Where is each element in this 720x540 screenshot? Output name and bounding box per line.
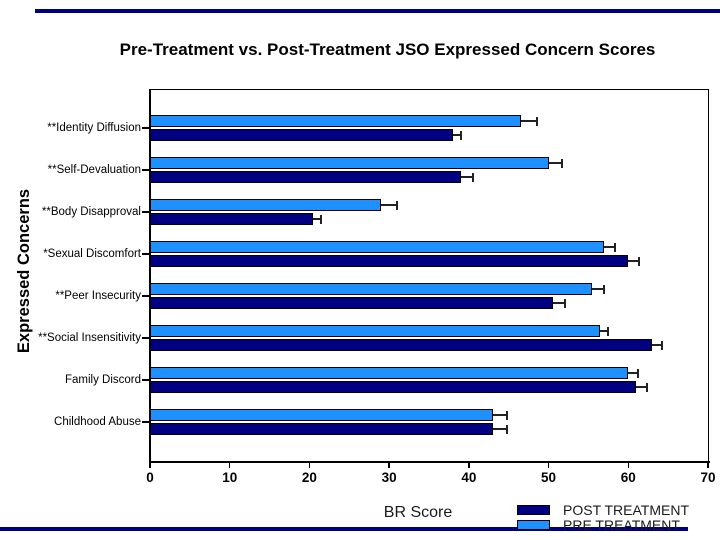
error-bar-cap xyxy=(638,256,641,266)
error-bar-cap xyxy=(563,298,566,308)
category-label: *Sexual Discomfort xyxy=(43,248,141,260)
post-treatment-bar xyxy=(150,423,493,435)
y-tick xyxy=(142,295,150,297)
category-label: **Self-Devaluation xyxy=(47,164,141,176)
error-bar-line xyxy=(492,428,508,430)
x-tick xyxy=(228,462,231,468)
y-tick xyxy=(142,379,150,381)
post-treatment-bar xyxy=(150,381,637,393)
error-bar-cap xyxy=(660,340,663,350)
error-bar-line xyxy=(600,330,609,332)
post-treatment-bar xyxy=(150,255,629,267)
x-axis-title: BR Score xyxy=(383,504,453,521)
pre-treatment-bar xyxy=(150,283,593,295)
error-bar-line xyxy=(592,288,605,290)
post-treatment-bar xyxy=(150,129,453,141)
pre-treatment-bar xyxy=(150,157,549,169)
post-treatment-swatch xyxy=(517,504,550,515)
y-tick xyxy=(142,127,150,129)
error-bar-cap xyxy=(613,242,616,252)
error-bar-line xyxy=(628,372,638,374)
chart-legend: POST TREATMENT PRE TREATMENT xyxy=(517,501,690,533)
post-treatment-bar xyxy=(150,213,314,225)
bottom-accent-rule xyxy=(0,527,688,531)
error-bar-line xyxy=(460,176,473,178)
x-tick-label: 60 xyxy=(620,470,636,485)
error-bar-line xyxy=(652,344,662,346)
pre-treatment-bar xyxy=(150,199,382,211)
error-bar-cap xyxy=(561,158,564,168)
y-axis-line xyxy=(149,89,151,463)
x-tick-label: 0 xyxy=(146,470,154,485)
post-treatment-bar xyxy=(150,297,553,309)
error-bar-cap xyxy=(506,410,509,420)
pre-treatment-bar xyxy=(150,115,521,127)
error-bar-line xyxy=(520,120,537,122)
y-tick xyxy=(142,337,150,339)
error-bar-cap xyxy=(471,172,474,182)
error-bar-line xyxy=(548,162,563,164)
category-label: **Body Disapproval xyxy=(41,206,141,218)
category-label: **Social Insensitivity xyxy=(38,332,141,344)
x-tick-label: 70 xyxy=(700,470,716,485)
x-tick xyxy=(627,462,630,468)
x-tick-label: 10 xyxy=(222,470,238,485)
error-bar-cap xyxy=(320,214,323,224)
legend-row-post: POST TREATMENT xyxy=(517,501,690,518)
error-bar-cap xyxy=(645,382,648,392)
category-label: Childhood Abuse xyxy=(54,416,141,428)
category-label: **Identity Diffusion xyxy=(47,122,141,134)
pre-treatment-bar xyxy=(150,409,493,421)
post-treatment-bar xyxy=(150,339,653,351)
error-bar-line xyxy=(604,246,615,248)
error-bar-cap xyxy=(396,200,399,210)
error-bar-line xyxy=(381,204,398,206)
pre-treatment-swatch xyxy=(517,519,550,530)
chart-title: Pre-Treatment vs. Post-Treatment JSO Exp… xyxy=(119,40,656,59)
legend-label-post: POST TREATMENT xyxy=(563,501,690,518)
x-tick xyxy=(149,462,151,468)
x-tick-label: 30 xyxy=(381,470,397,485)
y-tick xyxy=(142,421,150,423)
error-bar-line xyxy=(628,260,640,262)
error-bar-cap xyxy=(636,368,639,378)
plot-area xyxy=(150,89,709,463)
legend-row-pre: PRE TREATMENT xyxy=(517,516,689,533)
post-treatment-bar xyxy=(150,171,461,183)
error-bar-line xyxy=(492,414,508,416)
x-tick xyxy=(388,462,390,468)
x-tick xyxy=(468,462,470,468)
x-tick xyxy=(308,462,311,468)
x-tick-label: 20 xyxy=(301,470,317,485)
error-bar-line xyxy=(452,134,461,136)
y-tick xyxy=(142,211,150,213)
error-bar-cap xyxy=(603,284,606,294)
error-bar-cap xyxy=(607,326,610,336)
x-axis-line xyxy=(149,461,710,463)
category-label: Family Discord xyxy=(64,374,141,386)
error-bar-cap xyxy=(459,130,462,140)
x-tick xyxy=(547,462,550,468)
legend-label-pre: PRE TREATMENT xyxy=(563,516,680,533)
top-accent-rule xyxy=(35,9,720,13)
x-tick-label: 40 xyxy=(461,470,477,485)
x-tick xyxy=(707,462,709,468)
pre-treatment-bar xyxy=(150,241,605,253)
error-bar-line xyxy=(313,218,322,220)
error-bar-line xyxy=(552,302,565,304)
pre-treatment-bar xyxy=(150,325,601,337)
error-bar-cap xyxy=(535,116,538,126)
error-bar-cap xyxy=(506,424,509,434)
category-label: **Peer Insecurity xyxy=(55,290,141,302)
y-tick xyxy=(142,169,150,171)
y-tick xyxy=(142,253,150,255)
error-bar-line xyxy=(636,386,647,388)
pre-treatment-bar xyxy=(150,367,629,379)
x-tick-label: 50 xyxy=(541,470,557,485)
